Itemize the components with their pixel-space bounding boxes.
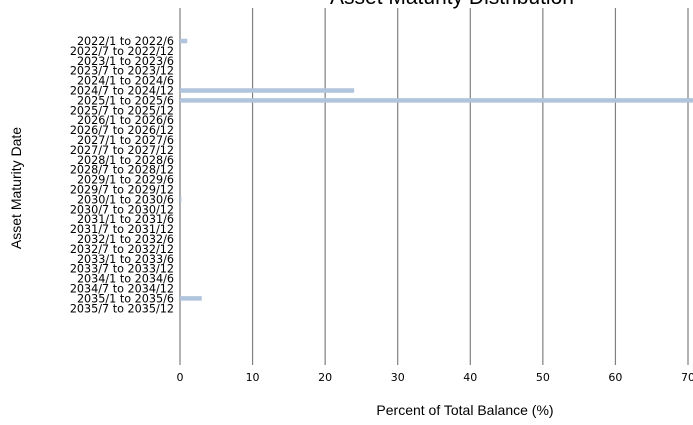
bars [180,39,693,301]
x-tick-label: 60 [608,371,622,384]
gridlines [180,8,688,365]
x-tick-label: 20 [318,371,332,384]
x-tick-label: 30 [391,371,405,384]
bar [180,197,181,202]
bar [180,296,202,301]
x-tick-labels: 0 10 20 30 40 50 60 70 [177,371,693,384]
bar [180,98,693,103]
y-axis-label: Asset Maturity Date [8,127,24,249]
x-tick-label: 50 [536,371,550,384]
bar [180,88,354,93]
x-axis-label: Percent of Total Balance (%) [376,402,553,418]
bar [180,39,187,44]
x-tick-label: 0 [177,371,184,384]
y-tick-label: 2035/7 to 2035/12 [70,302,174,315]
x-tick-label: 40 [463,371,477,384]
chart-title: Asset Maturity Distribution [330,0,574,9]
x-tick-label: 70 [681,371,693,384]
x-tick-label: 10 [246,371,260,384]
